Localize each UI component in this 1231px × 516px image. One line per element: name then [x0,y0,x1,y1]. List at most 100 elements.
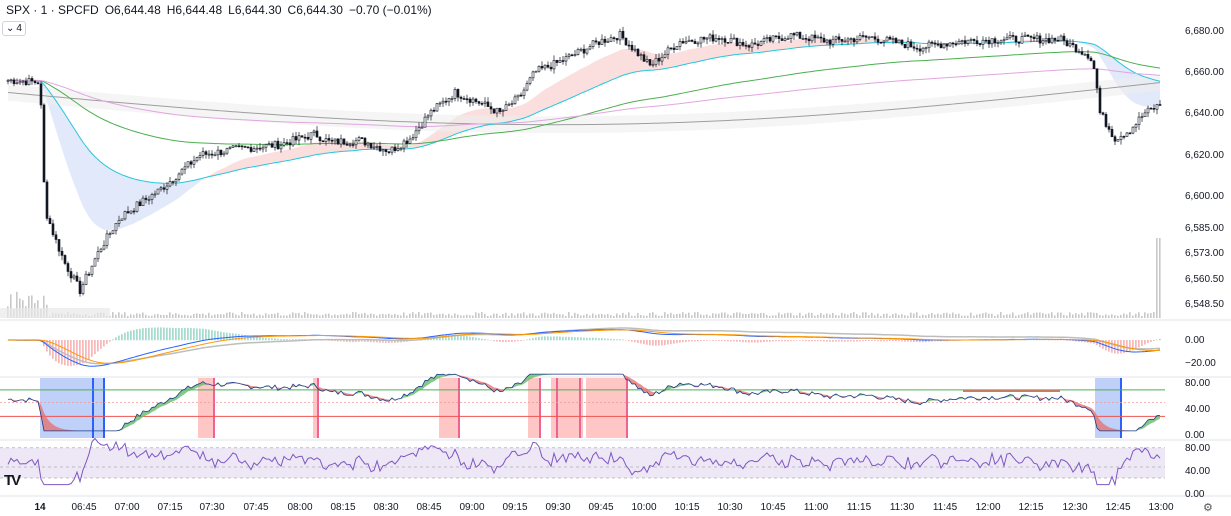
symbol-title[interactable]: SPX · 1 · SPCFD [6,3,99,17]
candle-body [396,148,400,152]
volume-bar [907,315,909,318]
histogram-bar [289,339,291,341]
candle-body [543,64,547,69]
volume-bar [844,313,846,318]
candle-body [630,44,634,51]
histogram-bar [778,340,780,342]
histogram-bar [880,340,882,342]
candle-body [558,60,562,63]
ema-cloud-segment [86,146,89,218]
volume-bar [682,312,684,318]
stoch-fill [1139,426,1142,430]
volume-bar [1114,315,1116,318]
candle-body [879,41,883,44]
candle-body [156,188,160,195]
stoch-fill [155,403,158,411]
stoch-fill [632,379,635,384]
candle-body [735,37,739,46]
volume-bar [853,312,855,318]
stoch-fill [1106,425,1109,431]
histogram-bar [751,340,753,343]
candle-body [51,223,55,236]
volume-bar [112,312,114,318]
histogram-bar [469,336,471,341]
volume-bar [706,314,708,318]
volume-bar [424,313,426,318]
volume-bar [328,313,330,318]
volume-bar [1036,312,1038,318]
collapse-indicators-button[interactable]: ⌄ 4 [2,21,26,36]
ema-cloud-segment [731,42,734,56]
ema-cloud-segment [689,48,692,64]
ema-cloud-segment [98,159,101,229]
settings-gear-icon[interactable]: ⚙ [1203,502,1213,514]
volume-bar [154,314,156,318]
histogram-bar [718,340,720,341]
volume-bar [445,315,447,318]
volume-bar [649,312,651,318]
candle-body [528,77,532,84]
histogram-bar [1075,340,1077,342]
ema-cloud-segment [779,41,782,50]
candle-body [825,39,829,43]
volume-bar [985,312,987,318]
candle-body [750,42,754,48]
volume-bar [739,312,741,318]
time-axis-label-4: 07:30 [199,502,224,513]
volume-bar [1072,314,1074,318]
ema-cloud-segment [797,39,800,48]
histogram-bar [1069,340,1071,341]
candle-body [294,136,298,141]
ema-cloud-segment [686,49,689,65]
volume-bar [820,312,822,318]
histogram-bar [709,340,711,341]
histogram-bar [562,336,564,341]
volume-bar [1021,314,1023,318]
candle-body [483,101,487,104]
volume-bar [973,315,975,318]
volume-bar [247,314,249,318]
volume-bar [508,315,510,318]
volume-bar [904,315,906,318]
ema-cloud-segment [74,128,77,192]
candle-body [177,173,181,180]
stoch-fill [878,396,881,400]
ema-cloud-segment [71,123,74,184]
candle-body [105,233,109,246]
histogram-bar [679,340,681,343]
volume-bar [799,312,801,318]
volume-bar [724,312,726,318]
histogram-bar [727,340,729,342]
volume-bar [937,313,939,318]
candle-body [375,146,379,148]
candle-body [36,82,40,85]
candle-body [729,37,733,43]
histogram-bar [208,329,210,341]
signal-band-4 [528,378,541,438]
candle-body [501,110,505,112]
ema-cloud-segment [746,43,749,54]
ema-cloud-segment [56,100,59,140]
volume-bar [196,313,198,318]
histogram-bar [112,339,114,341]
histogram-bar [703,340,705,341]
histogram-bar [124,332,126,341]
candle-body [648,59,652,66]
candle-body [255,147,259,150]
ema-cloud-segment [125,175,128,227]
histogram-bar [877,340,879,342]
volume-bar [274,313,276,318]
histogram-bar [400,340,402,343]
histogram-bar [352,340,354,343]
candle-body [1053,37,1057,41]
volume-bar [1048,313,1050,318]
volume-bar [583,315,585,318]
stoch-fill [1115,429,1118,431]
ema-cloud-segment [425,137,428,146]
histogram-bar [850,340,852,342]
candle-body [405,140,409,144]
ema-cloud-segment [185,181,188,194]
ema-cloud-segment [545,87,548,110]
volume-bar [1150,312,1152,318]
